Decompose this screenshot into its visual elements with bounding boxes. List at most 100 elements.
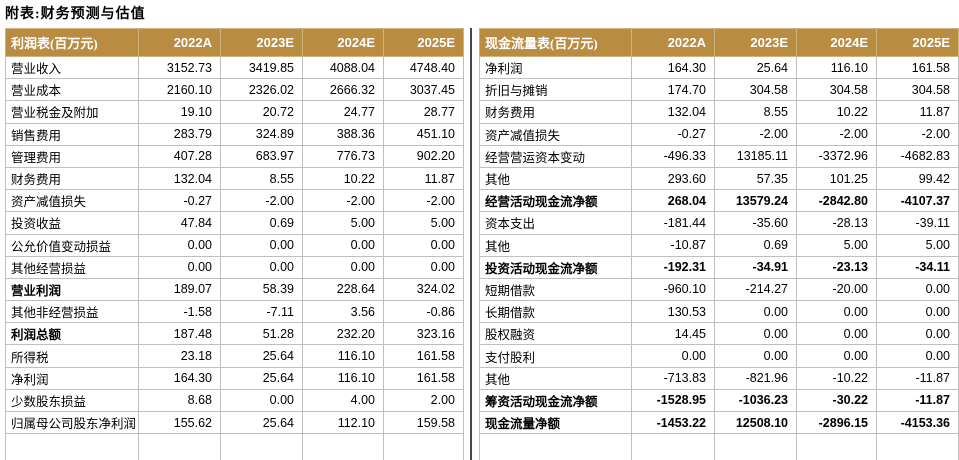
value-cell: -1.58 [138,300,221,324]
table-row: 其他 293.60 57.35 101.25 99.42 [479,166,959,191]
year-column-header: 2025E [876,28,959,57]
row-label: 其他经营损益 [5,255,139,279]
table-row: 折旧与摊销 174.70 304.58 304.58 304.58 [479,78,959,102]
table-row: 财务费用 132.04 8.55 10.22 11.87 [5,166,464,191]
value-cell: -2896.15 [796,410,877,435]
empty-cell [220,433,303,460]
value-cell: 25.64 [220,366,303,390]
value-cell: -35.60 [714,211,797,235]
value-cell: 161.58 [876,55,959,80]
table-row: 利润总额 187.48 51.28 232.20 323.16 [5,322,464,346]
value-cell: 4088.04 [302,55,384,80]
row-label: 财务费用 [5,166,139,191]
value-cell: -4107.37 [876,189,959,213]
table-row: 所得税 23.18 25.64 116.10 161.58 [5,344,464,368]
value-cell: 11.87 [876,100,959,124]
value-cell: 116.10 [302,344,384,368]
value-cell: 99.42 [876,166,959,191]
empty-filler-row [479,433,959,460]
value-cell: 0.00 [383,233,464,257]
value-cell: 304.58 [714,78,797,102]
table-row: 其他 -713.83 -821.96 -10.22 -11.87 [479,366,959,390]
value-cell: 3.56 [302,300,384,324]
value-cell: -10.22 [796,366,877,390]
cashflow-header-row: 现金流量表(百万元) 2022A 2023E 2024E 2025E [479,28,959,57]
row-label: 营业收入 [5,55,139,80]
value-cell: 0.69 [714,233,797,257]
value-cell: 159.58 [383,410,464,435]
value-cell: -10.87 [631,233,715,257]
value-cell: 283.79 [138,122,221,146]
value-cell: 3037.45 [383,78,464,102]
value-cell: -0.27 [138,189,221,213]
value-cell: -34.11 [876,255,959,279]
table-row: 短期借款 -960.10 -214.27 -20.00 0.00 [479,277,959,302]
table-row: 支付股利 0.00 0.00 0.00 0.00 [479,344,959,368]
value-cell: -39.11 [876,211,959,235]
value-cell: 23.18 [138,344,221,368]
table-row: 资产减值损失 -0.27 -2.00 -2.00 -2.00 [479,122,959,146]
value-cell: 0.00 [876,344,959,368]
row-label: 管理费用 [5,144,139,168]
value-cell: -2.00 [796,122,877,146]
row-label: 营业利润 [5,277,139,302]
value-cell: 132.04 [631,100,715,124]
value-cell: 19.10 [138,100,221,124]
value-cell: 187.48 [138,322,221,346]
value-cell: 57.35 [714,166,797,191]
value-cell: 268.04 [631,189,715,213]
value-cell: 116.10 [796,55,877,80]
value-cell: -3372.96 [796,144,877,168]
row-label: 支付股利 [479,344,632,368]
value-cell: 2666.32 [302,78,384,102]
value-cell: 0.00 [138,233,221,257]
value-cell: 25.64 [220,410,303,435]
value-cell: 304.58 [796,78,877,102]
value-cell: 451.10 [383,122,464,146]
table-row: 投资活动现金流净额 -192.31 -34.91 -23.13 -34.11 [479,255,959,279]
value-cell: 0.00 [796,300,877,324]
value-cell: 5.00 [383,211,464,235]
row-label: 折旧与摊销 [479,78,632,102]
income-header-row: 利润表(百万元) 2022A 2023E 2024E 2025E [5,28,464,57]
value-cell: -4682.83 [876,144,959,168]
table-row: 公允价值变动损益 0.00 0.00 0.00 0.00 [5,233,464,257]
row-label: 归属母公司股东净利润 [5,410,139,435]
table-row: 投资收益 47.84 0.69 5.00 5.00 [5,211,464,235]
empty-cell [796,433,877,460]
row-label: 长期借款 [479,300,632,324]
row-label: 投资收益 [5,211,139,235]
row-label: 销售费用 [5,122,139,146]
value-cell: 101.25 [796,166,877,191]
table-row: 销售费用 283.79 324.89 388.36 451.10 [5,122,464,146]
value-cell: 3152.73 [138,55,221,80]
value-cell: -214.27 [714,277,797,302]
row-label: 筹资活动现金流净额 [479,388,632,413]
value-cell: -2.00 [876,122,959,146]
row-label: 资产减值损失 [5,189,139,213]
value-cell: -2.00 [220,189,303,213]
value-cell: 5.00 [876,233,959,257]
value-cell: 0.00 [876,300,959,324]
empty-filler-row [5,433,464,460]
table-row: 财务费用 132.04 8.55 10.22 11.87 [479,100,959,124]
table-row: 筹资活动现金流净额 -1528.95 -1036.23 -30.22 -11.87 [479,388,959,413]
value-cell: 683.97 [220,144,303,168]
row-label: 短期借款 [479,277,632,302]
value-cell: 293.60 [631,166,715,191]
value-cell: 388.36 [302,122,384,146]
value-cell: -28.13 [796,211,877,235]
value-cell: -2.00 [714,122,797,146]
table-row: 股权融资 14.45 0.00 0.00 0.00 [479,322,959,346]
value-cell: 161.58 [383,366,464,390]
cashflow-statement-table: 现金流量表(百万元) 2022A 2023E 2024E 2025E 净利润 16… [479,28,959,460]
row-label: 股权融资 [479,322,632,346]
year-column-header: 2025E [383,28,464,57]
row-label: 利润总额 [5,322,139,346]
value-cell: 4.00 [302,388,384,413]
value-cell: -23.13 [796,255,877,279]
value-cell: -0.27 [631,122,715,146]
row-label: 营业税金及附加 [5,100,139,124]
value-cell: 2160.10 [138,78,221,102]
value-cell: -34.91 [714,255,797,279]
